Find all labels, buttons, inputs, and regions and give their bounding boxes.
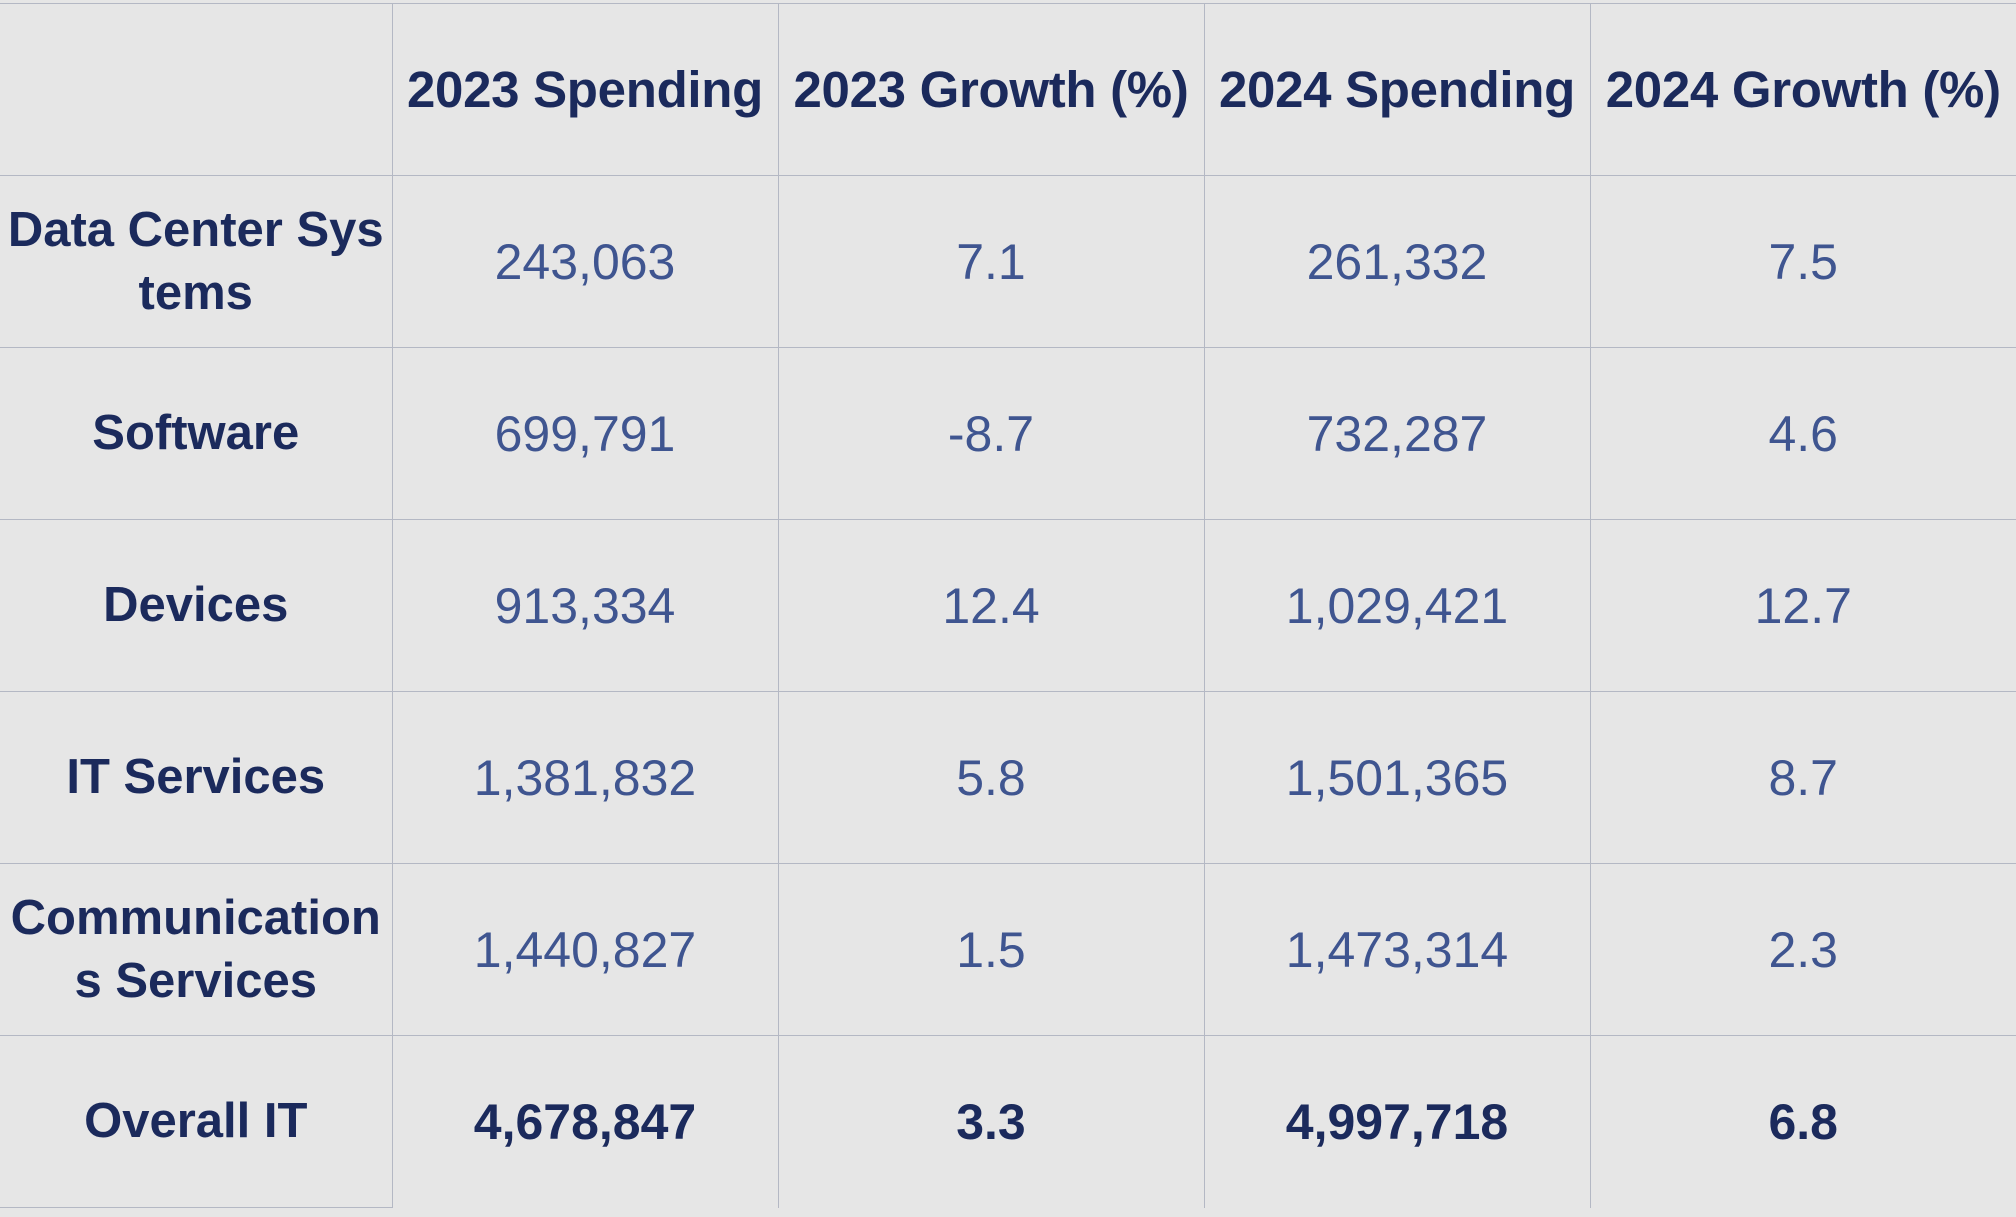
cell-2024-spending: 1,029,421: [1203, 519, 1591, 692]
cell-2024-spending: 1,473,314: [1203, 863, 1591, 1036]
row-label-communications-services: Communications Services: [0, 863, 393, 1036]
cell-2024-spending: 4,997,718: [1203, 1035, 1591, 1208]
cell-2024-spending: 261,332: [1203, 175, 1591, 348]
cell-2024-spending: 1,501,365: [1203, 691, 1591, 864]
cell-2023-growth: -8.7: [777, 347, 1205, 520]
cell-2023-growth: 12.4: [777, 519, 1205, 692]
header-row: 2023 Spending 2023 Growth (%) 2024 Spend…: [0, 3, 2016, 176]
corner-header-cell: [0, 3, 393, 176]
cell-2024-growth: 6.8: [1589, 1035, 2016, 1208]
cell-2024-growth: 7.5: [1589, 175, 2016, 348]
column-header-2024-growth: 2024 Growth (%): [1589, 3, 2016, 176]
table-row: Software 699,791 -8.7 732,287 4.6: [0, 347, 2016, 520]
cell-2024-growth: 4.6: [1589, 347, 2016, 520]
table-row: Devices 913,334 12.4 1,029,421 12.7: [0, 519, 2016, 692]
cell-2024-growth: 8.7: [1589, 691, 2016, 864]
cell-2024-growth: 12.7: [1589, 519, 2016, 692]
row-label-overall-it: Overall IT: [0, 1035, 393, 1208]
cell-2023-spending: 699,791: [391, 347, 779, 520]
cell-2023-spending: 1,440,827: [391, 863, 779, 1036]
column-header-2023-growth: 2023 Growth (%): [777, 3, 1205, 176]
table-row: Communications Services 1,440,827 1.5 1,…: [0, 863, 2016, 1036]
cell-2023-spending: 243,063: [391, 175, 779, 348]
cell-2023-growth: 5.8: [777, 691, 1205, 864]
column-header-2024-spending: 2024 Spending: [1203, 3, 1591, 176]
row-label-it-services: IT Services: [0, 691, 393, 864]
row-label-software: Software: [0, 347, 393, 520]
cell-2023-spending: 913,334: [391, 519, 779, 692]
cell-2023-spending: 1,381,832: [391, 691, 779, 864]
cell-2024-spending: 732,287: [1203, 347, 1591, 520]
it-spending-table: 2023 Spending 2023 Growth (%) 2024 Spend…: [0, 3, 2016, 1208]
cell-2024-growth: 2.3: [1589, 863, 2016, 1036]
total-row: Overall IT 4,678,847 3.3 4,997,718 6.8: [0, 1035, 2016, 1208]
cell-2023-growth: 7.1: [777, 175, 1205, 348]
cell-2023-growth: 1.5: [777, 863, 1205, 1036]
cell-2023-growth: 3.3: [777, 1035, 1205, 1208]
column-header-2023-spending: 2023 Spending: [391, 3, 779, 176]
table-row: Data Center Systems 243,063 7.1 261,332 …: [0, 175, 2016, 348]
cell-2023-spending: 4,678,847: [391, 1035, 779, 1208]
row-label-data-center-systems: Data Center Systems: [0, 175, 393, 348]
table-row: IT Services 1,381,832 5.8 1,501,365 8.7: [0, 691, 2016, 864]
row-label-devices: Devices: [0, 519, 393, 692]
